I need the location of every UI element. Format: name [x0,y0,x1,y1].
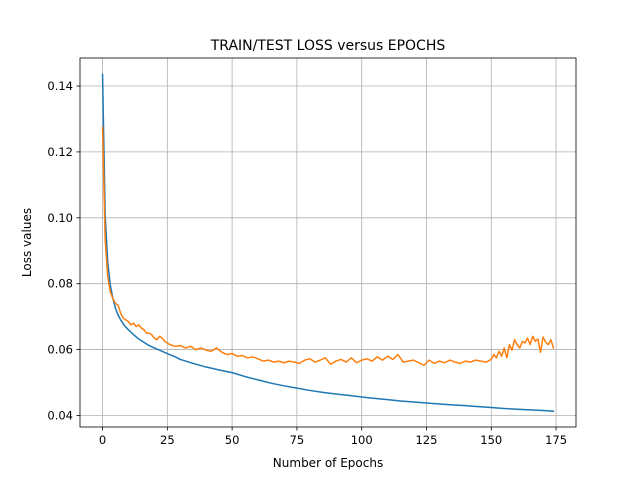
x-tick-label: 25 [160,433,175,447]
y-axis-label: Loss values [20,208,34,277]
y-tick-label: 0.04 [47,408,73,422]
x-tick-label: 125 [415,433,437,447]
x-tick-label: 100 [351,433,373,447]
series-line-2 [101,126,555,367]
x-tick-label: 175 [545,433,567,447]
y-axis-ticks: 0.04 0.06 0.08 0.10 0.12 0.14 [47,79,80,422]
y-tick-label: 0.06 [47,343,73,357]
x-tick-label: 75 [290,433,305,447]
plot-frame [79,57,577,428]
series-lines [101,73,555,412]
x-axis-label: Number of Epochs [273,456,383,470]
y-tick-label: 0.10 [47,211,73,225]
series-line-1 [101,73,555,412]
x-axis-ticks: 0 25 50 75 100 125 150 175 [99,427,567,447]
y-tick-label: 0.12 [47,145,73,159]
x-tick-label: 150 [480,433,502,447]
grid-lines [80,58,576,427]
y-tick-label: 0.14 [47,79,73,93]
x-tick-label: 0 [99,433,106,447]
x-tick-label: 50 [225,433,240,447]
y-tick-label: 0.08 [47,277,73,291]
chart-title: TRAIN/TEST LOSS versus EPOCHS [210,38,446,54]
